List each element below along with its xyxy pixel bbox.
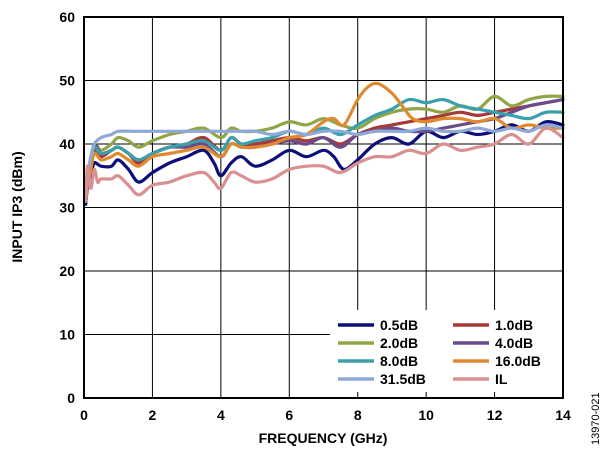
series-line-8-0db [84,97,565,203]
legend-item-31-5db: 31.5dB [338,371,426,387]
legend-item-4-0db: 4.0dB [453,335,533,351]
x-tick-label: 0 [80,407,88,423]
legend-item-8-0db: 8.0dB [338,353,418,369]
x-tick-label: 14 [555,407,571,423]
x-tick-label: 4 [217,407,225,423]
legend-item-16-0db: 16.0dB [453,353,541,369]
tick-labels: 0 2 4 6 8 10 12 14 0 10 20 30 40 50 60 [59,9,571,423]
y-tick-label: 60 [59,9,75,25]
series-line-0-5db [84,120,565,206]
legend-item-il: IL [453,371,508,387]
series-line-16-0db [84,81,565,203]
legend-item-1-0db: 1.0dB [453,317,533,333]
y-tick-label: 50 [59,73,75,89]
legend-item-0-5db: 0.5dB [338,317,418,333]
y-axis-title: INPUT IP3 (dBm) [9,151,25,262]
y-tick-label: 0 [67,390,75,406]
series-line-31-5db [84,123,565,203]
legend-label: 31.5dB [380,371,426,387]
y-tick-label: 30 [59,200,75,216]
legend-item-2-0db: 2.0dB [338,335,418,351]
x-tick-label: 2 [149,407,157,423]
legend: 0.5dB 1.0dB 2.0dB 4.0dB 8.0dB 16.0dB 31.5dB IL [330,310,562,392]
y-tick-label: 10 [59,327,75,343]
legend-label: IL [495,371,508,387]
legend-label: 16.0dB [495,353,541,369]
plot-frame [83,16,564,399]
series-lines [84,81,565,206]
grid-lines [83,16,564,399]
figure-id: 13970-021 [590,392,602,445]
x-tick-label: 6 [285,407,293,423]
legend-label: 4.0dB [495,335,533,351]
x-tick-label: 10 [418,407,434,423]
legend-label: 8.0dB [380,353,418,369]
x-axis-title: FREQUENCY (GHz) [259,430,388,446]
legend-label: 1.0dB [495,317,533,333]
y-tick-label: 40 [59,136,75,152]
x-tick-label: 8 [354,407,362,423]
series-line-il [84,126,565,203]
legend-label: 0.5dB [380,317,418,333]
x-tick-label: 12 [487,407,503,423]
legend-label: 2.0dB [380,335,418,351]
y-tick-label: 20 [59,263,75,279]
